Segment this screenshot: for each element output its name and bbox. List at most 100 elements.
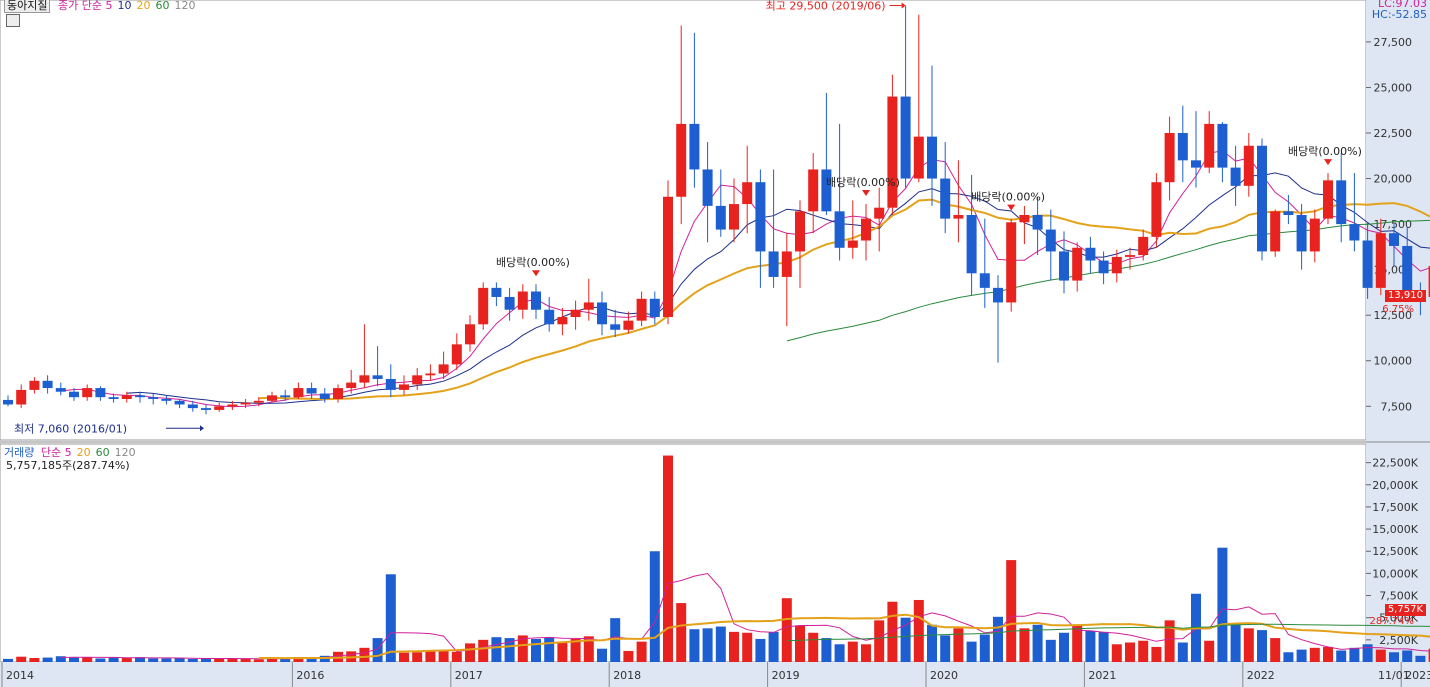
- volume-bar: [1125, 642, 1135, 662]
- volume-bar: [927, 624, 937, 662]
- volume-tick-label: 10,000K: [1372, 567, 1418, 580]
- volume-bar: [240, 658, 251, 662]
- volume-tick-label: 15,000K: [1372, 523, 1418, 536]
- volume-bar: [676, 603, 687, 662]
- volume-bar: [1072, 625, 1083, 662]
- candle-body: [306, 388, 317, 394]
- volume-bar: [557, 641, 568, 662]
- volume-change-pct: 287.74%: [1369, 616, 1415, 627]
- volume-bar: [715, 626, 726, 662]
- price-tick-label: 20,000: [1374, 173, 1413, 186]
- volume-bar: [755, 638, 766, 662]
- candle-body: [399, 384, 409, 390]
- candle-body: [702, 169, 713, 206]
- candle-body: [913, 136, 924, 179]
- candle-body: [1138, 236, 1149, 256]
- candle-body: [610, 324, 621, 330]
- volume-bar: [280, 658, 291, 662]
- candle-body: [42, 380, 53, 389]
- volume-bar: [1415, 655, 1426, 662]
- candle-body: [491, 287, 502, 297]
- volume-bar: [491, 637, 502, 662]
- volume-bar: [1296, 649, 1307, 662]
- candle-body: [333, 388, 343, 400]
- volume-bar: [597, 648, 607, 662]
- candle-body: [1098, 260, 1109, 274]
- candle-body: [385, 378, 396, 390]
- price-pane: [0, 0, 1367, 441]
- price-tick-label: 22,500: [1374, 127, 1413, 140]
- ma-period-120: 120: [174, 0, 196, 12]
- max-price-arrowhead: [901, 2, 906, 9]
- volume-bar: [1309, 647, 1320, 662]
- candle-body: [993, 287, 1003, 303]
- candle-body: [161, 399, 172, 401]
- ma-period-5: 5: [105, 0, 113, 12]
- candle-body: [729, 204, 739, 230]
- volume-bar: [1177, 642, 1188, 662]
- year-label: 2018: [613, 669, 641, 682]
- candle-body: [1059, 251, 1069, 281]
- volume-bar: [689, 629, 700, 662]
- price-tick-label: 12,500: [1374, 309, 1413, 322]
- candle-body: [425, 373, 436, 376]
- price-ma-60-line: [786, 219, 1430, 342]
- candle-body: [795, 211, 805, 252]
- stock-name-label[interactable]: 동아지질: [4, 0, 51, 13]
- volume-tick-label: 7,500K: [1379, 590, 1418, 603]
- volume-bar: [3, 658, 13, 662]
- volume-bar: [16, 656, 27, 662]
- volume-tick-label: 17,500K: [1372, 501, 1418, 514]
- candle-body: [1032, 214, 1043, 230]
- candle-body: [834, 211, 845, 248]
- candle-body: [1283, 211, 1294, 215]
- volume-bar: [795, 625, 805, 662]
- candle-body: [3, 399, 13, 405]
- candle-body: [1191, 160, 1201, 168]
- grid-toggle-icon[interactable]: [6, 14, 20, 27]
- candle-body: [16, 389, 27, 405]
- candle-body: [451, 344, 462, 365]
- candle-body: [293, 388, 304, 398]
- volume-bar: [1019, 628, 1030, 662]
- candle-body: [1402, 245, 1413, 292]
- volume-bar: [385, 574, 396, 662]
- volume-bar: [913, 599, 924, 662]
- candle-body: [821, 169, 832, 212]
- ma-period-20: 20: [136, 0, 151, 12]
- volume-bar: [227, 658, 238, 662]
- candle-body: [121, 395, 132, 400]
- candle-body: [623, 320, 634, 330]
- candle-body: [1428, 266, 1430, 297]
- volume-bar: [1283, 652, 1294, 662]
- volume-bar: [781, 598, 792, 662]
- candle-body: [1230, 167, 1241, 186]
- dividend-marker-label: 배당락(0.00%): [826, 176, 900, 189]
- volume-bar: [161, 658, 172, 662]
- candle-body: [1164, 133, 1175, 183]
- candle-body: [55, 388, 66, 392]
- candle-body: [1257, 145, 1267, 252]
- volume-bar: [834, 644, 845, 662]
- volume-bar: [425, 650, 436, 662]
- candle-body: [201, 408, 211, 410]
- volume-bar: [55, 656, 66, 662]
- volume-bar: [293, 657, 304, 662]
- year-label: 2023: [1405, 669, 1430, 682]
- volume-bar: [1085, 630, 1096, 662]
- volume-bar: [1402, 650, 1413, 662]
- candle-body: [227, 404, 238, 407]
- candle-body: [412, 375, 423, 385]
- volume-bar: [372, 638, 383, 662]
- volume-bar: [95, 658, 106, 662]
- volume-tick-label: 20,000K: [1372, 479, 1418, 492]
- candle-body: [1045, 229, 1056, 252]
- candle-body: [95, 388, 106, 398]
- volume-ma-60-line: [786, 623, 1430, 642]
- candle-body: [768, 251, 779, 277]
- ma-title: 종가 단순: [57, 0, 102, 12]
- volume-bar: [201, 658, 211, 662]
- volume-bar: [610, 618, 621, 662]
- volume-bar: [517, 635, 528, 662]
